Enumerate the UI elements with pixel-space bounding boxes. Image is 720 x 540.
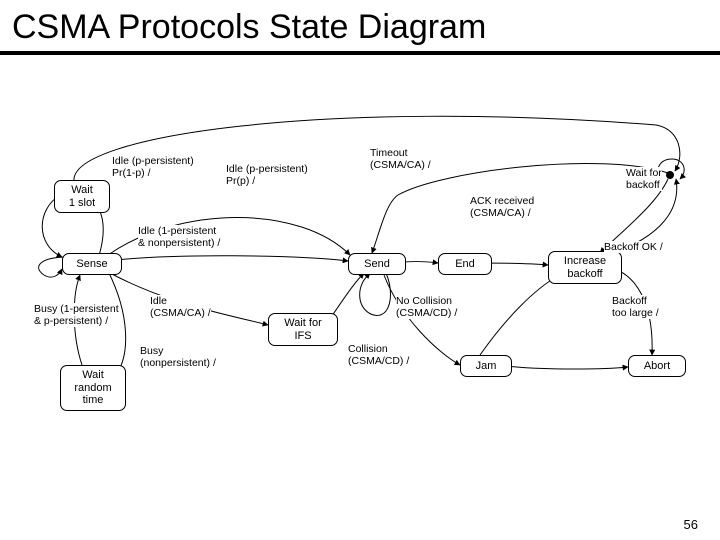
page-title: CSMA Protocols State Diagram <box>0 0 720 51</box>
edge-label-backtoo: Backofftoo large / <box>612 295 659 319</box>
state-send: Send <box>348 253 406 275</box>
edge <box>108 256 348 261</box>
state-abort: Abort <box>628 355 686 377</box>
edge-label-backok: Backoff OK / <box>604 241 663 253</box>
edge-label-ack: ACK received(CSMA/CA) / <box>470 195 534 219</box>
edge-label-coll: Collision(CSMA/CD) / <box>348 343 409 367</box>
start-dot <box>666 171 674 179</box>
state-increase: Increasebackoff <box>548 251 622 284</box>
edge-label-idle_csmaca: Idle(CSMA/CA) / <box>150 295 211 319</box>
edge-label-busy_np: Busy(nonpersistent) / <box>140 345 216 369</box>
state-end: End <box>438 253 492 275</box>
edge-label-waitback: Wait forbackoff <box>626 167 662 191</box>
edge-label-busy_1pp: Busy (1-persistent& p-persistent) / <box>34 303 119 327</box>
edge <box>480 277 556 355</box>
state-waitrnd: Waitrandomtime <box>60 365 126 411</box>
page-number: 56 <box>684 517 698 532</box>
state-diagram: Wait1 slot Sense Waitrandomtime Wait forIFS… <box>0 55 720 495</box>
edge-label-nocoll: No Collision(CSMA/CD) / <box>396 295 457 319</box>
state-wait1slot: Wait1 slot <box>54 180 110 213</box>
edge-label-idle_ppr: Idle (p-persistent)Pr(p) / <box>226 163 308 187</box>
state-waitifs: Wait forIFS <box>268 313 338 346</box>
state-jam: Jam <box>460 355 512 377</box>
edge-label-timeout: Timeout(CSMA/CA) / <box>370 147 431 171</box>
state-sense: Sense <box>62 253 122 275</box>
edge <box>498 365 628 369</box>
edge-label-idle_pp: Idle (p-persistent)Pr(1-p) / <box>112 155 194 179</box>
edge-label-idle_1np: Idle (1-persistent& nonpersistent) / <box>138 225 220 249</box>
